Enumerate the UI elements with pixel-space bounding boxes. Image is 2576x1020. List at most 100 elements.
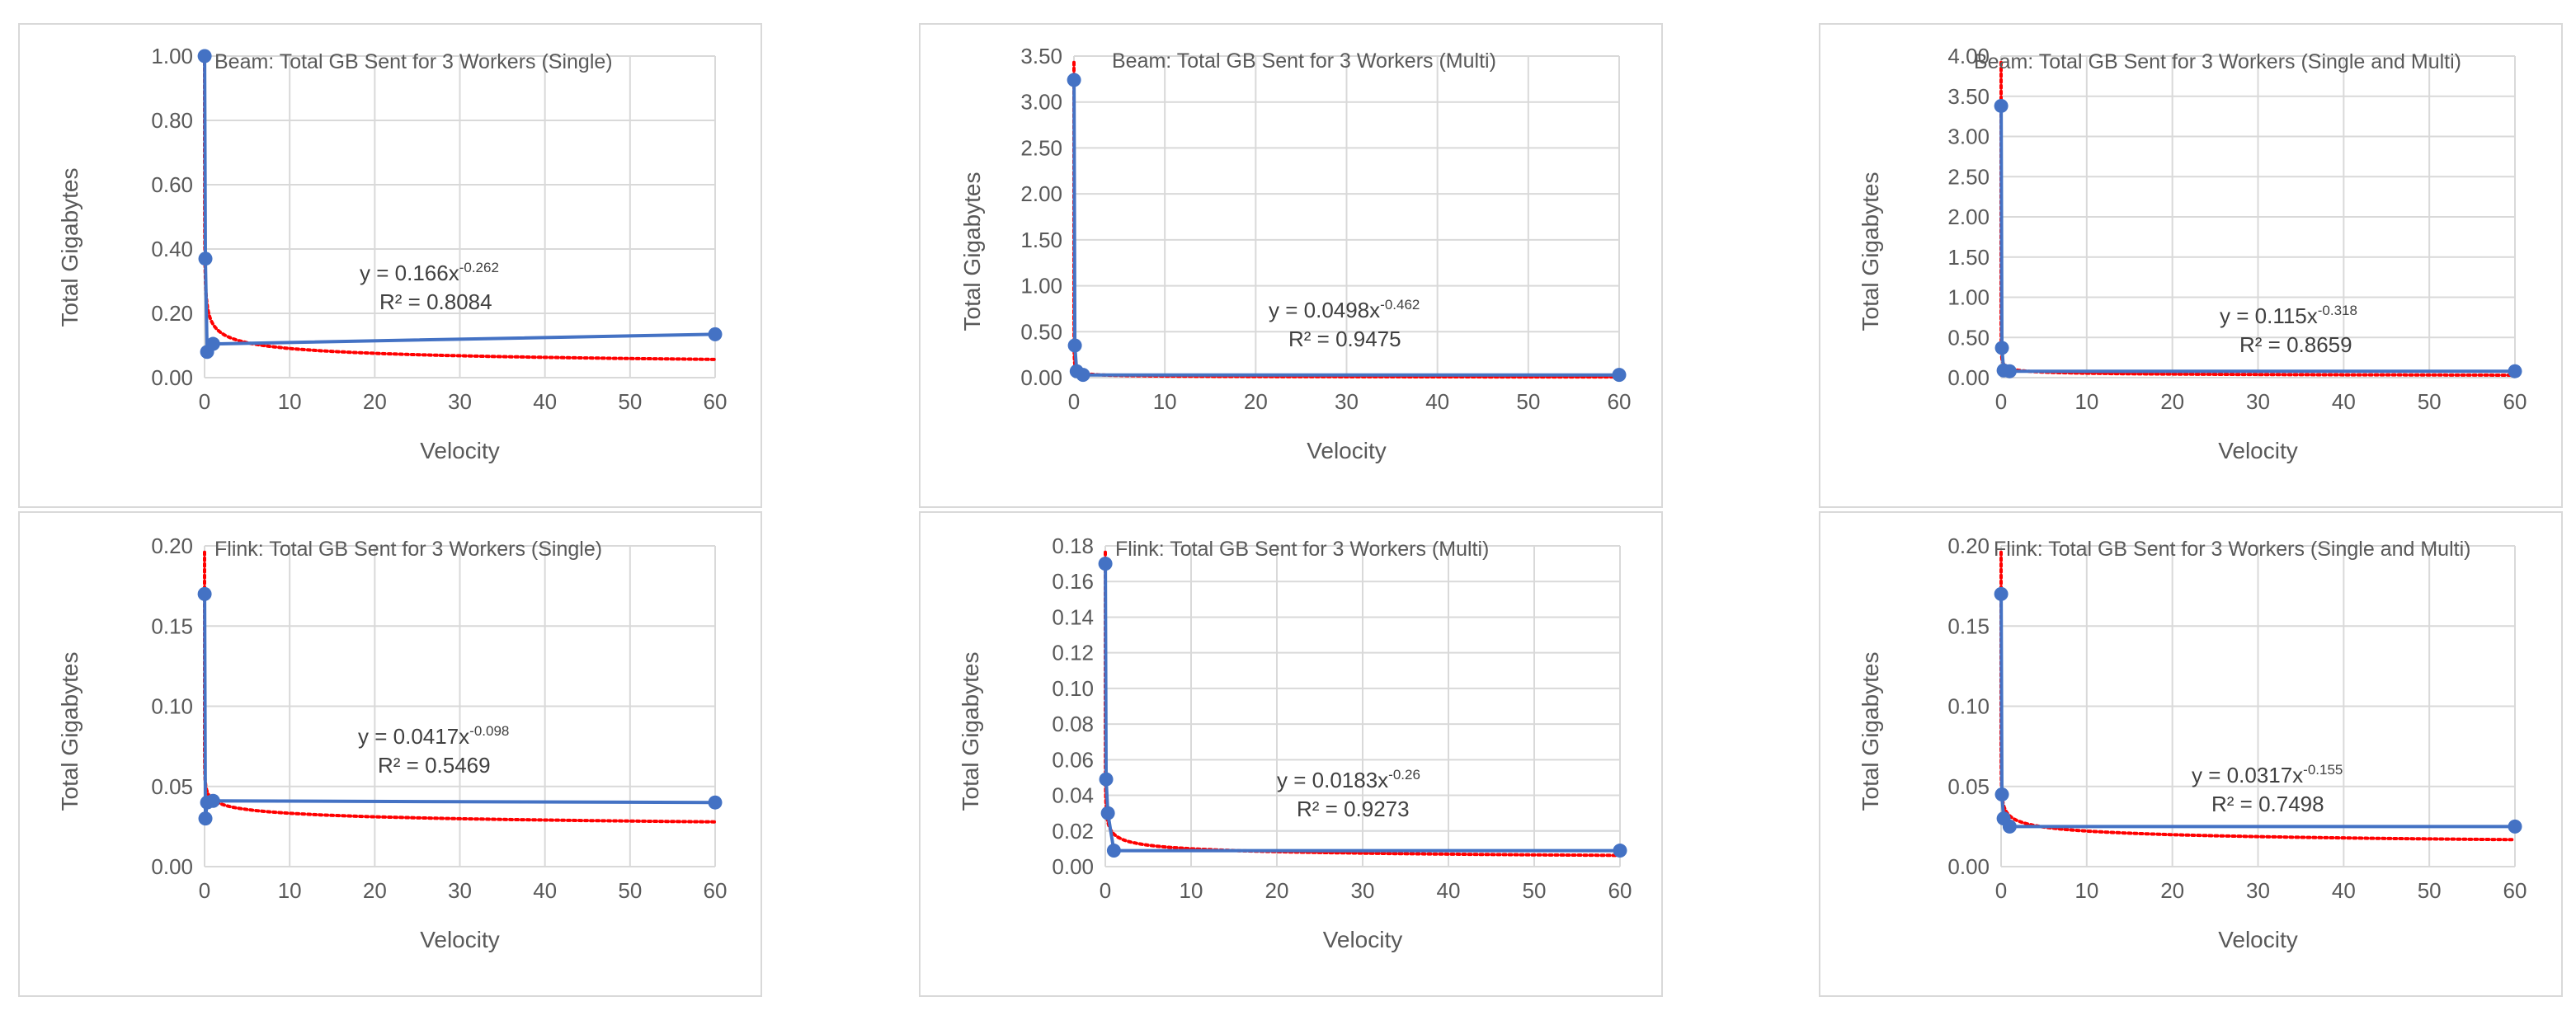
x-axis-title: Velocity bbox=[420, 438, 500, 463]
equation-exponent: -0.26 bbox=[1388, 767, 1420, 783]
x-tick-label: 20 bbox=[1244, 389, 1268, 414]
trendline-equation: y = 0.0417x-0.098 bbox=[358, 723, 509, 749]
x-tick-label: 10 bbox=[2074, 389, 2098, 414]
r-squared-label: R² = 0.5469 bbox=[378, 753, 491, 778]
data-point bbox=[1076, 368, 1090, 383]
y-tick-label: 0.00 bbox=[151, 854, 193, 879]
data-point bbox=[2002, 819, 2017, 834]
x-tick-label: 50 bbox=[1516, 389, 1540, 414]
y-axis-title: Total Gigabytes bbox=[1858, 172, 1883, 331]
y-tick-label: 0.14 bbox=[1052, 604, 1094, 629]
chart-svg: 0.00 0.02 0.04 0.06 0.08 0.10 0.12 0.14 0.16 0.18… bbox=[958, 534, 1632, 952]
x-tick-label: 60 bbox=[2503, 878, 2527, 903]
y-tick-label: 0.10 bbox=[151, 694, 193, 719]
y-tick-label: 0.10 bbox=[1052, 676, 1094, 701]
y-tick-label: 0.04 bbox=[1052, 783, 1094, 808]
data-point bbox=[1612, 368, 1627, 383]
y-axis-title: Total Gigabytes bbox=[958, 652, 983, 811]
y-tick-label: 1.00 bbox=[1020, 274, 1062, 298]
x-tick-label: 40 bbox=[2332, 389, 2356, 414]
data-point bbox=[1994, 98, 2009, 113]
x-tick-label: 40 bbox=[533, 878, 557, 903]
y-tick-label: 0.00 bbox=[151, 365, 193, 390]
data-point bbox=[205, 336, 220, 351]
chart-title: Beam: Total GB Sent for 3 Workers (Singl… bbox=[1974, 50, 2461, 73]
y-tick-label: 1.00 bbox=[151, 44, 193, 68]
x-tick-label: 50 bbox=[1523, 878, 1547, 903]
trendline-equation: y = 0.115x-0.318 bbox=[2220, 303, 2357, 328]
y-tick-label: 0.20 bbox=[151, 534, 193, 558]
chart-title: Beam: Total GB Sent for 3 Workers (Multi… bbox=[1112, 49, 1496, 73]
y-tick-label: 0.06 bbox=[1052, 747, 1094, 772]
x-tick-label: 60 bbox=[1608, 878, 1632, 903]
y-tick-label: 0.40 bbox=[151, 237, 193, 261]
x-tick-label: 30 bbox=[448, 878, 472, 903]
data-point bbox=[1613, 844, 1627, 858]
x-tick-label: 0 bbox=[199, 389, 210, 414]
trendline-equation: y = 0.0317x-0.155 bbox=[2192, 762, 2343, 787]
y-tick-label: 3.50 bbox=[1020, 44, 1062, 68]
y-tick-label: 0.00 bbox=[1052, 854, 1094, 879]
data-point bbox=[197, 586, 212, 601]
x-tick-label: 40 bbox=[533, 389, 557, 414]
data-point bbox=[708, 795, 723, 810]
chart-title: Flink: Total GB Sent for 3 Workers (Sing… bbox=[1994, 538, 2470, 561]
data-point bbox=[205, 793, 220, 808]
y-axis-title: Total Gigabytes bbox=[959, 172, 985, 331]
x-tick-label: 50 bbox=[2418, 878, 2442, 903]
r-squared-label: R² = 0.7498 bbox=[2211, 792, 2324, 816]
chart-svg: 0.00 0.50 1.00 1.50 2.00 2.50 3.00 3.50 4.00 0 10 2… bbox=[1858, 44, 2527, 463]
chart-title: Flink: Total GB Sent for 3 Workers (Sing… bbox=[214, 538, 602, 561]
data-point bbox=[1106, 844, 1121, 858]
chart-title: Beam: Total GB Sent for 3 Workers (Singl… bbox=[214, 50, 613, 73]
x-axis-title: Velocity bbox=[1307, 438, 1387, 463]
data-point bbox=[2508, 819, 2522, 834]
data-point bbox=[198, 251, 213, 266]
x-tick-label: 20 bbox=[2160, 878, 2184, 903]
r-squared-label: R² = 0.9273 bbox=[1297, 797, 1410, 821]
y-tick-label: 0.15 bbox=[151, 613, 193, 638]
y-tick-label: 0.18 bbox=[1052, 534, 1094, 558]
y-tick-label: 0.15 bbox=[1947, 613, 1990, 638]
chart-svg: 0.00 0.05 0.10 0.15 0.20 0 10 20 30 40 50 60 Velocit… bbox=[1858, 534, 2527, 952]
data-point bbox=[708, 327, 723, 341]
y-tick-label: 2.00 bbox=[1020, 181, 1062, 206]
r-squared-label: R² = 0.8659 bbox=[2239, 332, 2352, 357]
y-tick-label: 0.50 bbox=[1947, 325, 1990, 350]
x-tick-label: 60 bbox=[704, 389, 728, 414]
x-axis-title: Velocity bbox=[420, 927, 500, 952]
y-axis-title: Total Gigabytes bbox=[1858, 652, 1883, 811]
equation-exponent: -0.098 bbox=[469, 723, 509, 739]
chart-beam-multi: 0.00 0.50 1.00 1.50 2.00 2.50 3.00 3.50 0 10 20 30 4… bbox=[919, 23, 1663, 508]
data-point bbox=[1067, 338, 1082, 353]
y-tick-label: 0.20 bbox=[1947, 534, 1990, 558]
y-tick-label: 0.00 bbox=[1947, 365, 1990, 390]
x-tick-label: 0 bbox=[1995, 878, 2007, 903]
chart-svg: 0.00 0.20 0.40 0.60 0.80 1.00 0 10 20 30 40 50 60 Vel… bbox=[57, 44, 728, 463]
chart-svg: 0.00 0.50 1.00 1.50 2.00 2.50 3.00 3.50 0 10 20 30 4… bbox=[959, 44, 1632, 463]
y-tick-label: 0.00 bbox=[1947, 854, 1990, 879]
data-point bbox=[1100, 806, 1115, 820]
y-tick-label: 0.02 bbox=[1052, 819, 1094, 844]
x-tick-label: 60 bbox=[704, 878, 728, 903]
x-tick-label: 40 bbox=[1425, 389, 1449, 414]
chart-flink-multi: 0.00 0.02 0.04 0.06 0.08 0.10 0.12 0.14 0.16 0.18… bbox=[919, 511, 1663, 997]
x-tick-label: 60 bbox=[1608, 389, 1632, 414]
data-point bbox=[198, 811, 213, 826]
x-tick-label: 10 bbox=[278, 389, 302, 414]
data-point bbox=[1098, 557, 1113, 571]
x-tick-label: 20 bbox=[2160, 389, 2184, 414]
x-tick-label: 30 bbox=[1335, 389, 1359, 414]
x-tick-label: 10 bbox=[1180, 878, 1203, 903]
x-tick-label: 30 bbox=[448, 389, 472, 414]
x-tick-label: 50 bbox=[618, 878, 642, 903]
x-tick-label: 30 bbox=[2246, 389, 2270, 414]
trendline-equation: y = 0.0498x-0.462 bbox=[1269, 297, 1420, 322]
x-tick-label: 0 bbox=[1068, 389, 1080, 414]
data-point bbox=[197, 49, 212, 63]
equation-exponent: -0.462 bbox=[1380, 297, 1420, 313]
y-tick-label: 0.60 bbox=[151, 172, 193, 197]
x-axis-title: Velocity bbox=[1323, 927, 1403, 952]
y-tick-label: 1.50 bbox=[1947, 245, 1990, 270]
x-tick-label: 10 bbox=[2074, 878, 2098, 903]
